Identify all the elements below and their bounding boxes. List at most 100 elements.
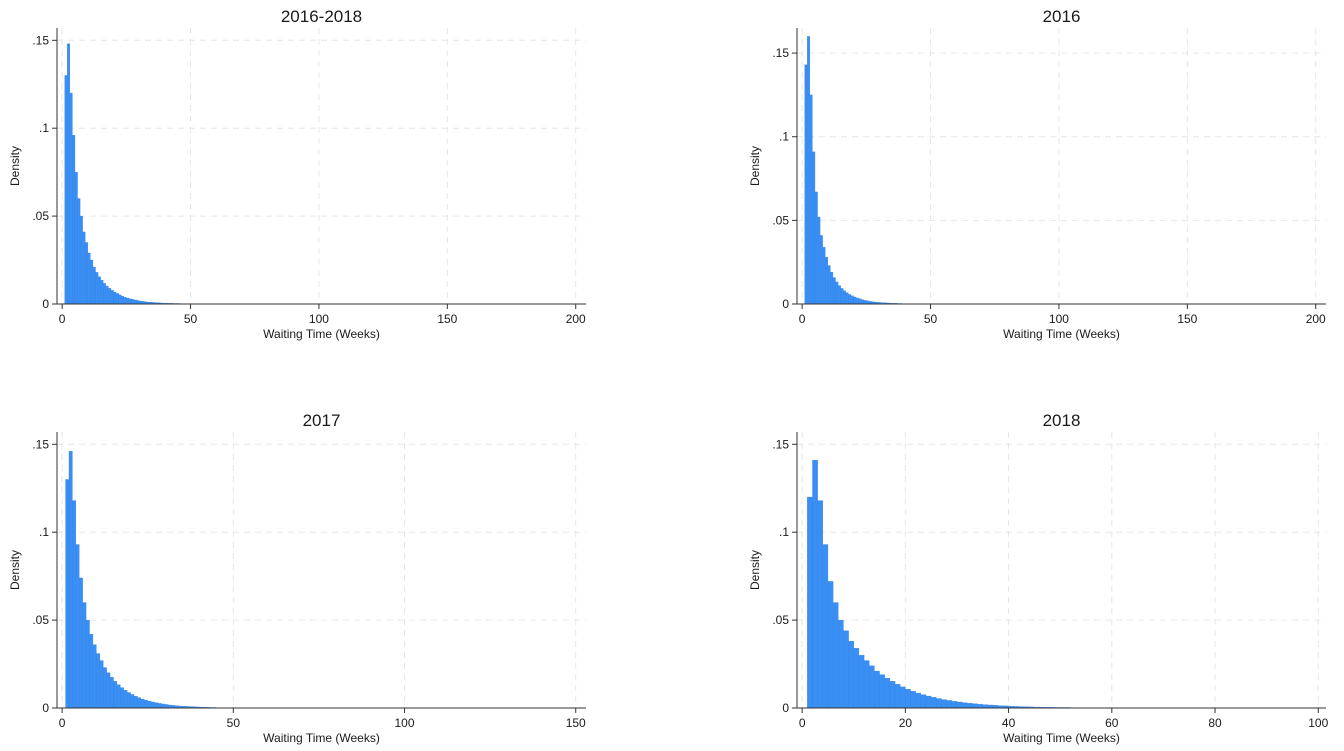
- histogram-bar: [130, 694, 135, 709]
- histogram-bar: [154, 702, 159, 709]
- histogram-bar: [869, 665, 875, 709]
- y-tick-label: 0: [782, 701, 789, 715]
- histogram-bar: [90, 259, 94, 305]
- histogram-bar: [827, 265, 831, 305]
- gridlines: [57, 432, 586, 708]
- x-tick-label: 80: [1208, 716, 1222, 730]
- histogram-bar: [82, 602, 87, 709]
- histogram-bar: [121, 295, 124, 305]
- histogram-bar: [915, 692, 922, 709]
- histogram-bar: [946, 700, 952, 709]
- histogram-bar: [819, 235, 823, 305]
- gridlines: [797, 432, 1326, 708]
- histogram-bar: [845, 292, 849, 305]
- histogram-bar: [68, 451, 73, 709]
- y-tick-label: .15: [772, 437, 789, 451]
- histogram-bar: [118, 294, 122, 305]
- histogram-bar: [77, 198, 81, 305]
- y-tick-label: 0: [782, 297, 789, 311]
- histogram-bar: [861, 299, 864, 305]
- histogram-bar: [123, 690, 128, 709]
- histogram-bar: [858, 655, 865, 709]
- histogram-bar: [67, 43, 70, 305]
- panel-title: 2018: [1043, 411, 1081, 430]
- x-tick-label: 0: [799, 312, 806, 326]
- histogram-bar: [140, 698, 145, 709]
- x-tick-label: 100: [1308, 716, 1328, 730]
- histogram-bar: [85, 619, 90, 709]
- x-axis-label: Waiting Time (Weeks): [1003, 327, 1120, 341]
- histogram-bar: [825, 257, 828, 305]
- histogram-bar: [96, 653, 100, 709]
- panel-2016: 0 .05 .1 .15 0 50 100 150 200 2016 Waiting Time (W…: [748, 7, 1326, 341]
- histogram-bar: [72, 500, 76, 709]
- histogram-bar: [131, 299, 135, 305]
- histogram-bar: [910, 691, 916, 709]
- x-tick-label: 0: [799, 716, 806, 730]
- histogram-bar: [115, 293, 119, 305]
- histogram-bar: [832, 277, 836, 305]
- panel-title: 2017: [303, 411, 341, 430]
- y-tick-label: .05: [32, 209, 49, 223]
- histogram-bar: [85, 242, 88, 305]
- histogram-bar: [941, 699, 947, 709]
- histogram-bar: [858, 298, 862, 305]
- x-tick-label: 50: [227, 716, 241, 730]
- y-tick-label: 0: [42, 701, 49, 715]
- histogram-bar: [136, 300, 140, 305]
- histogram-bar: [936, 698, 942, 709]
- histogram-bar: [103, 667, 107, 709]
- y-tick-label: .05: [772, 613, 789, 627]
- histogram-bar: [853, 648, 860, 709]
- histogram-bar: [853, 296, 857, 305]
- histogram-bar: [855, 297, 859, 305]
- x-tick-label: 20: [899, 716, 913, 730]
- panel-title: 2016: [1043, 7, 1081, 26]
- histogram-bar: [75, 544, 80, 709]
- histogram-bar: [925, 695, 932, 709]
- histogram-bar: [97, 276, 101, 305]
- histogram-bar: [879, 674, 885, 709]
- x-tick-label: 200: [566, 312, 586, 326]
- histogram-bar: [967, 703, 973, 709]
- histogram-bar: [951, 701, 958, 709]
- x-tick-label: 50: [184, 312, 198, 326]
- histogram-bar: [807, 36, 810, 305]
- histogram-bar: [956, 701, 963, 709]
- x-tick-label: 150: [437, 312, 457, 326]
- bars: [804, 36, 916, 305]
- x-tick-label: 40: [1002, 716, 1016, 730]
- y-tick-label: 0: [42, 297, 49, 311]
- histogram-bar: [843, 290, 846, 305]
- histogram-bar: [147, 700, 152, 709]
- bars: [64, 43, 194, 305]
- histogram-bar: [99, 660, 104, 709]
- histogram-bar: [817, 216, 821, 305]
- histogram-bar: [108, 288, 112, 305]
- y-axis-label: Density: [8, 146, 22, 186]
- histogram-bar: [164, 704, 169, 709]
- histogram-bar: [116, 684, 121, 709]
- panel-2018: 0 .05 .1 .15 0 20 40 60 80 100 2018 Waiting Time (W…: [748, 411, 1329, 745]
- histogram-bar: [100, 280, 104, 305]
- histogram-bar: [103, 283, 106, 305]
- histogram-bar: [113, 681, 118, 709]
- x-axis-label: Waiting Time (Weeks): [263, 327, 380, 341]
- histogram-bar: [89, 634, 94, 709]
- histogram-bar: [151, 701, 155, 709]
- histogram-bar: [95, 272, 99, 305]
- x-tick-label: 200: [1306, 312, 1326, 326]
- histogram-bar: [123, 296, 127, 305]
- panel-2017: 0 .05 .1 .15 0 50 100 150 2017 Waiting Time (Week…: [8, 411, 586, 745]
- histogram-bar: [74, 172, 78, 305]
- histogram-bar: [889, 681, 896, 709]
- histogram-bar: [113, 291, 117, 305]
- y-axis-label: Density: [8, 550, 22, 590]
- histogram-bar: [126, 297, 130, 305]
- histogram-bar: [835, 281, 839, 305]
- histogram-bar: [804, 64, 808, 305]
- histogram-bar: [894, 684, 901, 709]
- histogram-bar: [127, 692, 131, 709]
- histogram-bar: [832, 602, 839, 709]
